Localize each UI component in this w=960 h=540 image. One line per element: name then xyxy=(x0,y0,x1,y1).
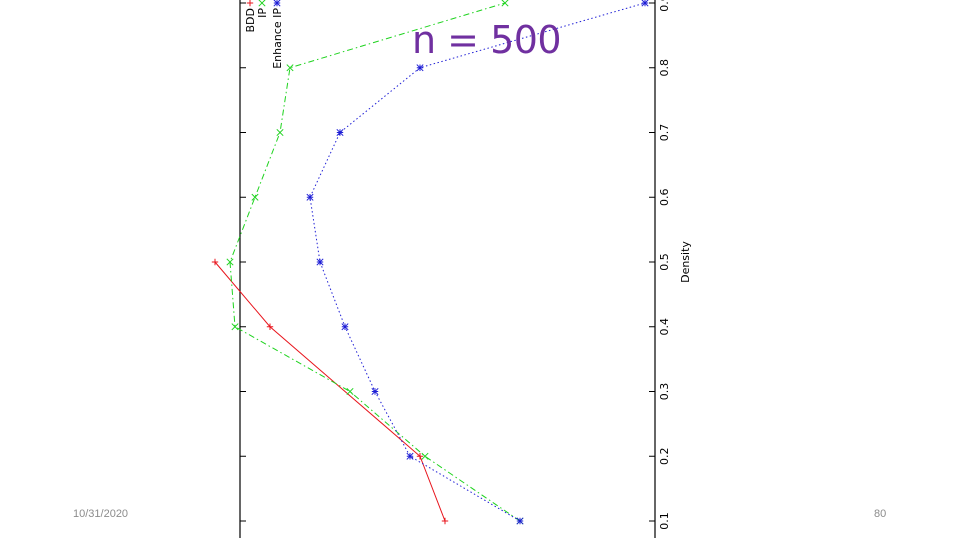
x-tick-label: 0.9 xyxy=(658,0,671,12)
point-marker xyxy=(421,452,429,460)
point-marker xyxy=(501,0,509,7)
point-marker xyxy=(226,258,234,266)
x-tick-label: 0.7 xyxy=(658,124,671,142)
x-tick-label: 0.2 xyxy=(658,448,671,466)
point-marker xyxy=(371,387,379,396)
footer-page-number: 80 xyxy=(874,508,887,520)
point-marker xyxy=(341,323,349,331)
series-line-bdd xyxy=(214,261,446,522)
slide-title: n = 500 xyxy=(412,18,562,62)
point-marker xyxy=(251,193,259,201)
point-marker xyxy=(346,387,354,396)
series-layer xyxy=(211,0,649,525)
point-marker xyxy=(406,452,414,460)
legend-label-ip: IP xyxy=(256,8,269,18)
series-ip xyxy=(226,0,524,525)
point-marker xyxy=(273,0,281,7)
x-tick-label: 0.6 xyxy=(658,189,671,207)
point-marker xyxy=(276,128,284,137)
x-tick-label: 0.1 xyxy=(658,512,671,530)
footer-date: 10/31/2020 xyxy=(73,508,129,520)
point-marker xyxy=(416,64,424,72)
x-axis-title: Density xyxy=(679,241,692,283)
legend-label-bdd: BDD xyxy=(244,8,257,33)
series-enhance-ip xyxy=(306,0,649,525)
point-marker xyxy=(231,323,239,331)
point-marker xyxy=(286,64,294,72)
series-line-ip xyxy=(229,2,521,522)
series-bdd xyxy=(211,258,449,525)
point-marker xyxy=(316,258,324,266)
x-tick-label: 0.8 xyxy=(658,59,671,77)
point-marker xyxy=(306,193,314,201)
x-tick-label: 0.5 xyxy=(658,253,671,271)
x-tick-label: 0.4 xyxy=(658,318,671,336)
legend-label-enhance-ip: Enhance IP xyxy=(271,8,284,69)
point-marker xyxy=(336,128,344,137)
point-marker xyxy=(641,0,649,7)
x-axis-ticks: 0.1 0.2 0.3 0.4 0.5 0.6 0.7 0.8 0.9 xyxy=(240,0,671,530)
point-marker xyxy=(516,517,524,525)
point-marker xyxy=(258,0,266,7)
x-tick-label: 0.3 xyxy=(658,383,671,401)
series-line-enhance-ip xyxy=(309,2,646,522)
plot-frame xyxy=(239,0,656,538)
legend: BDD IP Enhance IP xyxy=(244,0,284,69)
